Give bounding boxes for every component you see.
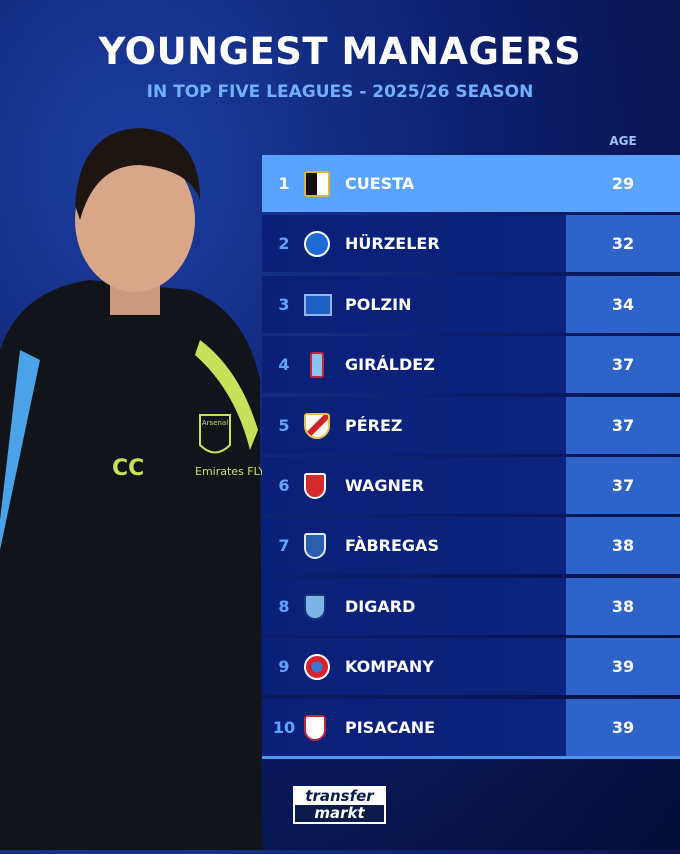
manager-name: HÜRZELER	[345, 234, 440, 254]
manager-age: 38	[566, 517, 680, 575]
brighton-crest-icon	[304, 231, 330, 258]
manager-age: 37	[566, 336, 680, 394]
rank: 8	[278, 596, 290, 616]
rayo-crest-icon	[304, 412, 330, 439]
manager-name: PÉREZ	[345, 415, 403, 435]
manager-name: POLZIN	[345, 294, 412, 314]
managers-table: 1 CUESTA 29 2 HÜRZELER 32 3 POLZIN 34 4 …	[262, 155, 680, 762]
table-row: 10 PISACANE 39	[262, 698, 680, 759]
page-subtitle: IN TOP FIVE LEAGUES - 2025/26 SEASON	[146, 82, 534, 102]
table-row: 9 KOMPANY 39	[262, 638, 680, 696]
logo-line2: markt	[314, 804, 365, 822]
rank: 10	[272, 717, 296, 737]
table-row: 8 DIGARD 38	[262, 577, 680, 635]
rank: 5	[278, 415, 290, 435]
manager-age: 34	[566, 275, 680, 333]
celta-crest-icon	[310, 352, 324, 379]
manager-age: 37	[566, 456, 680, 514]
jacket-sponsor: Emirates FLY BETTER	[195, 465, 262, 478]
rank: 6	[278, 475, 290, 495]
logo-line1: transfer	[295, 788, 384, 805]
manager-name: CUESTA	[345, 174, 415, 193]
table-row: 2 HÜRZELER 32	[262, 215, 680, 273]
table-row: 1 CUESTA 29	[262, 155, 680, 212]
rank: 2	[278, 234, 290, 254]
manager-age: 38	[566, 577, 680, 635]
augsburg-crest-icon	[304, 472, 326, 499]
manager-name: DIGARD	[345, 596, 416, 616]
rank: 4	[278, 355, 290, 375]
le-havre-crest-icon	[304, 593, 326, 620]
rank: 1	[278, 174, 290, 193]
rank: 9	[278, 657, 290, 677]
manager-age: 32	[566, 215, 680, 273]
transfermarkt-logo: transfer markt	[293, 786, 386, 824]
page-title: YOUNGEST MANAGERS	[98, 30, 582, 73]
manager-name: GIRÁLDEZ	[345, 355, 435, 375]
table-row: 4 GIRÁLDEZ 37	[262, 336, 680, 394]
manager-name: KOMPANY	[345, 657, 434, 677]
manager-age: 39	[566, 638, 680, 696]
manager-name: PISACANE	[345, 717, 436, 737]
manager-photo: CC Arsenal Emirates FLY BETTER	[0, 120, 311, 850]
table-row: 6 WAGNER 37	[262, 456, 680, 514]
bayern-crest-icon	[304, 654, 330, 681]
jacket-club-name: Arsenal	[202, 419, 228, 427]
manager-age: 39	[566, 698, 680, 756]
table-row: 3 POLZIN 34	[262, 275, 680, 333]
jacket-initials: CC	[112, 456, 144, 481]
manager-name: WAGNER	[345, 475, 425, 495]
rank: 7	[278, 536, 290, 556]
manager-age: 37	[566, 396, 680, 454]
table-row: 5 PÉREZ 37	[262, 396, 680, 454]
manager-age: 29	[611, 174, 635, 193]
cagliari-crest-icon	[304, 714, 326, 741]
parma-crest-icon	[304, 171, 330, 197]
hamburg-crest-icon	[304, 293, 332, 316]
manager-name: FÀBREGAS	[345, 536, 439, 556]
table-row: 7 FÀBREGAS 38	[262, 517, 680, 575]
age-column-header: AGE	[609, 134, 637, 148]
rank: 3	[278, 294, 290, 314]
como-crest-icon	[304, 533, 326, 560]
